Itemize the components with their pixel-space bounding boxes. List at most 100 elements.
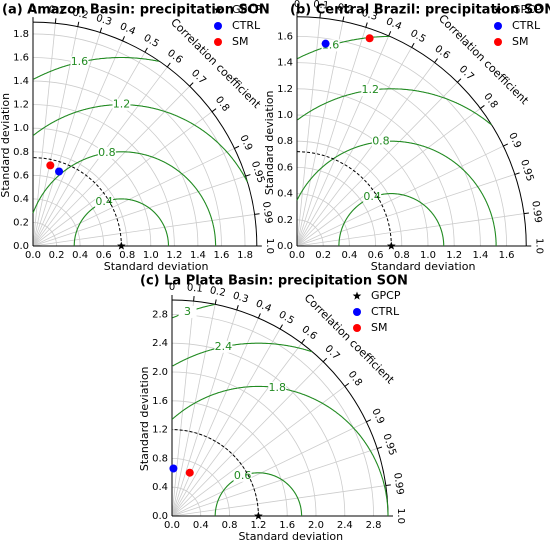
outer-arc — [171, 299, 389, 517]
std-grid-arc — [296, 193, 350, 247]
corr-grid-line — [296, 174, 515, 247]
corr-grid-line — [32, 175, 246, 247]
std-grid-arc — [32, 127, 152, 247]
x-tick-label: 0.0 — [25, 250, 41, 261]
legend-label: CTRL — [512, 19, 541, 32]
x-tick-label: 1.2 — [250, 520, 266, 531]
corr-tick — [301, 338, 306, 344]
corr-tick — [99, 27, 103, 33]
corr-tick — [480, 105, 485, 109]
y-tick-label: 0.0 — [152, 511, 168, 522]
corr-tick-label: 0.5 — [142, 33, 161, 50]
legend-marker — [353, 324, 361, 332]
corr-tick — [77, 21, 80, 27]
x-tick-label: 0.6 — [96, 250, 112, 261]
taylor-panel: (b) Central Brazil: precipitation SON 0.0… — [263, 0, 550, 273]
corr-tick-label: 0.4 — [254, 298, 273, 314]
legend-marker — [213, 5, 223, 14]
corr-grid-line — [32, 23, 56, 247]
corr-tick-label: 0.4 — [118, 21, 137, 37]
corr-grid-line — [32, 32, 101, 247]
rms-label: 0.6 — [234, 469, 252, 482]
rms-label: 3 — [184, 305, 191, 318]
corr-tick-label: 0.95 — [518, 158, 535, 183]
rms-label: 1.2 — [362, 83, 380, 96]
corr-tick-label: 0.1 — [186, 282, 203, 295]
x-tick-label: 0.0 — [289, 250, 305, 261]
std-grid-arc — [171, 342, 346, 517]
std-grid-arc — [32, 198, 81, 247]
x-tick-label: 0.8 — [222, 520, 238, 531]
corr-tick-label: 0.6 — [299, 324, 318, 342]
x-tick-label: 0.6 — [368, 250, 384, 261]
corr-tick — [234, 145, 240, 149]
corr-tick-label: 0.95 — [380, 432, 397, 457]
corr-tick — [434, 58, 438, 63]
corr-tick-label: 0.99 — [260, 201, 274, 225]
x-tick-label: 0.8 — [119, 250, 135, 261]
rms-label-bg — [112, 98, 131, 111]
model-point — [55, 167, 64, 176]
corr-tick — [279, 324, 283, 330]
corr-tick-label: 0.9 — [506, 131, 523, 150]
corr-grid-line — [32, 148, 235, 247]
std-grid-arc — [171, 314, 374, 517]
std-grid-arc — [32, 104, 175, 247]
corr-tick-label: 0.8 — [213, 95, 231, 114]
corr-tick-label: 0 — [30, 4, 36, 15]
corr-grid-line — [296, 145, 504, 247]
y-tick-label: 1.6 — [13, 53, 29, 64]
corr-tick-label: 0.5 — [277, 309, 296, 326]
rms-contour — [32, 104, 248, 183]
corr-tick-label: 0.4 — [384, 16, 403, 32]
corr-tick-label: 1.0 — [533, 238, 544, 254]
corr-tick — [54, 18, 57, 24]
x-tick-label: 1.0 — [143, 250, 159, 261]
corr-tick — [245, 174, 251, 177]
rms-label: 0.8 — [98, 146, 116, 159]
corr-tick-label: 1.0 — [264, 238, 275, 254]
y-tick-label: 0.0 — [277, 241, 293, 252]
y-tick-label: 1.2 — [152, 425, 168, 436]
rms-label-bg — [70, 56, 89, 69]
corr-tick — [385, 484, 391, 487]
legend-marker — [494, 22, 502, 30]
corr-grid-line — [32, 40, 123, 247]
corr-tick — [523, 212, 529, 215]
rms-contour — [32, 151, 217, 246]
taylor-panel: (a) Amazon Basin: precipitation SON0.00.… — [0, 3, 275, 274]
corr-grid-line — [32, 85, 190, 247]
model-point — [169, 464, 178, 473]
std-grid-arc — [32, 80, 199, 247]
corr-tick — [342, 16, 345, 22]
legend-label: GPCP — [232, 3, 262, 16]
corr-tick — [254, 213, 260, 215]
corr-grid-line — [296, 47, 412, 247]
corr-tick — [144, 47, 148, 53]
corr-tick-label: 0 — [294, 0, 300, 10]
x-tick-label: 1.0 — [420, 250, 436, 261]
rms-label-bg — [363, 191, 382, 204]
x-tick-label: 0.2 — [49, 250, 65, 261]
corr-tick-label: 0.9 — [237, 133, 254, 152]
corr-grid-line — [296, 21, 344, 247]
corr-tick — [189, 82, 194, 87]
corr-tick-label: 0.99 — [529, 200, 543, 224]
x-tick-label: 2.0 — [308, 520, 324, 531]
corr-tick — [211, 108, 217, 113]
corr-tick-label: 0.6 — [432, 43, 451, 61]
rms-label: 0.4 — [95, 195, 113, 208]
y-axis-label: Standard deviation — [0, 93, 12, 198]
x-axis-label: Standard deviation — [371, 260, 476, 273]
model-point — [185, 468, 194, 477]
legend-marker — [494, 38, 502, 46]
y-tick-label: 0.8 — [277, 136, 293, 147]
legend-marker — [353, 308, 361, 316]
y-axis-label: Standard deviation — [138, 366, 151, 471]
y-axis-label: Standard deviation — [263, 90, 276, 195]
rms-label: 1.6 — [71, 55, 89, 68]
rms-label: 0.4 — [363, 190, 381, 203]
x-tick-label: 1.4 — [472, 250, 488, 261]
y-tick-label: 1.2 — [13, 100, 29, 111]
